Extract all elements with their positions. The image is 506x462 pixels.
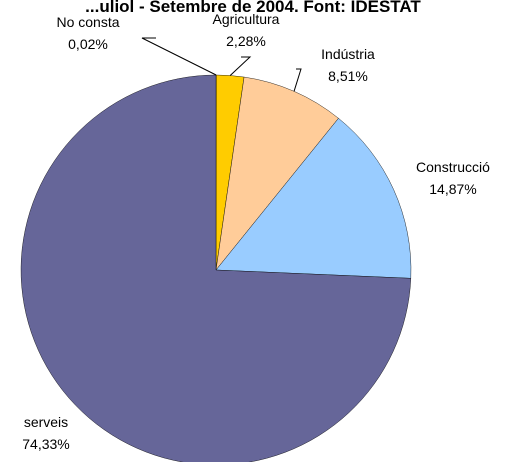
slice-value-label-construccio: 14,87% [429,181,476,197]
slice-value-label-agricultura: 2,28% [226,33,266,49]
slice-name-label-agricultura: Agricultura [213,11,280,27]
pie-slice-construccio [215,117,412,279]
slice-value-label-serveis: 74,33% [22,436,69,452]
slice-name-label-industria: Indústria [321,46,375,62]
pie-slice-industria [215,76,339,271]
leader-line-agricultura [229,56,252,76]
slice-name-label-construccio: Construcció [416,159,490,175]
leader-line-no-consta [141,37,217,76]
pie-slice-serveis [20,74,412,462]
slice-value-label-industria: 8,51% [328,68,368,84]
slice-labels: No consta 0,02% Agricultura 2,28% Indústria 8… [22,11,490,452]
leader-line-industria [293,68,302,92]
pie-slices [20,74,412,462]
leader-lines [141,37,302,92]
slice-name-label-serveis: serveis [24,414,68,430]
slice-name-label-no-consta: No consta [56,14,119,30]
chart-title: ...uliol - Setembre de 2004. Font: IDEST… [85,0,421,16]
slice-value-label-no-consta: 0,02% [68,36,108,52]
